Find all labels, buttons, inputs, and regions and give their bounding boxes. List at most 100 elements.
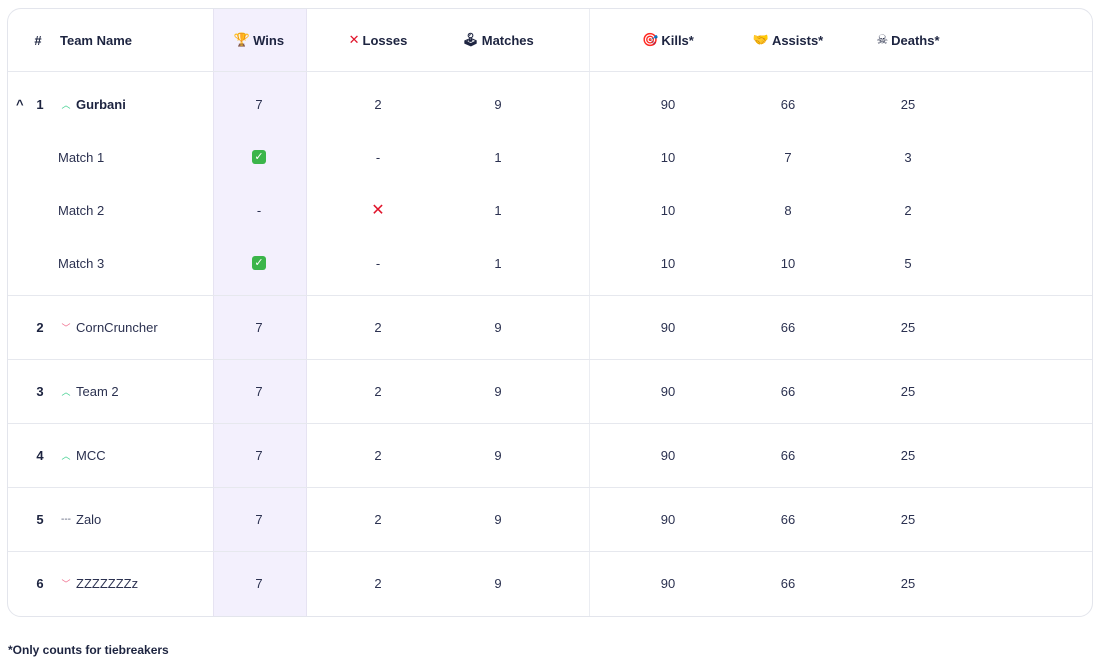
match-wins: ✓ [213, 237, 305, 289]
header-deaths-label: Deaths* [891, 32, 940, 48]
row-deaths: 25 [900, 96, 916, 112]
row-losses: 2 [374, 384, 382, 399]
trend-flat-icon: --- [61, 514, 71, 525]
header-wins[interactable]: 🏆 Wins [213, 9, 305, 71]
trend-down-icon: ﹀ [61, 323, 71, 333]
row-rank: 6 [36, 576, 44, 591]
header-deaths[interactable]: ☠ Deaths* [858, 9, 958, 71]
row-matches: 9 [494, 512, 502, 527]
header-rank: # [34, 32, 42, 48]
handshake-icon: 🤝 [752, 32, 769, 47]
chevron-up-icon[interactable]: ^ [16, 96, 24, 112]
match-matches: 1 [494, 149, 502, 165]
row-rank: 4 [36, 448, 44, 463]
row-kills: 90 [660, 512, 676, 527]
row-team-name[interactable]: ︿ MCC [60, 424, 210, 487]
row-kills: 90 [660, 96, 676, 112]
row-losses: 2 [374, 96, 382, 112]
row-losses: 2 [374, 320, 382, 335]
row-kills: 90 [660, 576, 676, 591]
match-kills: 10 [660, 202, 676, 218]
wins-column-highlight [213, 9, 307, 616]
leaderboard-table: # Team Name 🏆 Wins ✕ Losses 🕹 Matches 🎯 … [7, 8, 1093, 617]
row-rank: 5 [36, 512, 44, 527]
match-matches: 1 [494, 255, 502, 271]
row-deaths: 25 [900, 384, 916, 399]
row-assists: 66 [780, 384, 796, 399]
cross-icon: ✕ [348, 32, 360, 47]
row-team-name[interactable]: --- Zalo [60, 488, 210, 551]
match-row: Match 1 ✓ - 1 10 7 3 [8, 131, 1092, 183]
team-name-label: MCC [76, 448, 106, 463]
row-matches: 9 [494, 448, 502, 463]
row-team-name[interactable]: ︿ Team 2 [60, 360, 210, 423]
row-rank: 3 [36, 384, 44, 399]
table-row[interactable]: 4 ︿ MCC 7 2 9 90 66 25 [8, 424, 1092, 488]
header-kills[interactable]: 🎯 Kills* [618, 9, 718, 71]
team-name-label: ZZZZZZZz [76, 576, 139, 591]
header-wins-label: Wins [253, 32, 285, 48]
row-deaths: 25 [900, 576, 916, 591]
team-name-label: Team 2 [76, 384, 119, 399]
row-losses: 2 [374, 448, 382, 463]
match-row: Match 3 ✓ - 1 10 10 5 [8, 237, 1092, 296]
row-team-name[interactable]: ︿ Gurbani [60, 72, 210, 136]
trend-up-icon: ︿ [61, 99, 71, 110]
table-row[interactable]: 5 --- Zalo 7 2 9 90 66 25 [8, 488, 1092, 552]
team-name-label: CornCruncher [76, 320, 158, 335]
match-assists: 7 [784, 149, 792, 165]
trend-down-icon: ﹀ [61, 579, 71, 589]
row-assists: 66 [780, 448, 796, 463]
table-row[interactable]: 2 ﹀ CornCruncher 7 2 9 90 66 25 [8, 296, 1092, 360]
joystick-icon: 🕹 [462, 32, 479, 47]
row-rank: 1 [36, 96, 44, 112]
row-wins: 7 [255, 96, 263, 112]
match-wins: ✓ [213, 131, 305, 183]
row-wins: 7 [255, 384, 263, 399]
row-team-name[interactable]: ﹀ ZZZZZZZz [60, 552, 210, 615]
table-row-expanded[interactable]: ^ 1 ︿ Gurbani 7 2 9 90 66 25 [8, 72, 1092, 136]
match-row: Match 2 - ✕ 1 10 8 2 [8, 184, 1092, 236]
header-kills-label: Kills* [661, 32, 694, 48]
match-label: Match 2 [58, 202, 105, 218]
match-matches: 1 [494, 202, 502, 218]
header-matches[interactable]: 🕹 Matches [448, 9, 548, 71]
team-name-label: Zalo [76, 512, 102, 527]
row-deaths: 25 [900, 320, 916, 335]
check-icon: ✓ [252, 150, 266, 164]
table-row[interactable]: 6 ﹀ ZZZZZZZz 7 2 9 90 66 25 [8, 552, 1092, 615]
match-losses: - [375, 149, 381, 165]
match-deaths: 3 [904, 149, 912, 165]
row-matches: 9 [494, 576, 502, 591]
row-kills: 90 [660, 448, 676, 463]
match-kills: 10 [660, 255, 676, 271]
match-label: Match 3 [58, 255, 105, 271]
row-matches: 9 [494, 96, 502, 112]
row-team-name[interactable]: ﹀ CornCruncher [60, 296, 210, 359]
row-assists: 66 [780, 96, 796, 112]
match-deaths: 5 [904, 255, 912, 271]
row-losses: 2 [374, 576, 382, 591]
column-divider [589, 9, 590, 616]
match-losses: ✕ [328, 184, 428, 236]
header-losses-label: Losses [362, 32, 408, 48]
row-kills: 90 [660, 384, 676, 399]
table-row[interactable]: 3 ︿ Team 2 7 2 9 90 66 25 [8, 360, 1092, 424]
team-name-label: Gurbani [76, 96, 126, 112]
match-losses: - [375, 255, 381, 271]
row-assists: 66 [780, 320, 796, 335]
match-assists: 8 [784, 202, 792, 218]
row-deaths: 25 [900, 512, 916, 527]
header-losses[interactable]: ✕ Losses [328, 9, 428, 71]
header-matches-label: Matches [481, 32, 534, 48]
trend-up-icon: ︿ [61, 451, 71, 461]
header-team-name[interactable]: Team Name [60, 32, 133, 48]
match-wins: - [256, 202, 262, 218]
footnote: *Only counts for tiebreakers [8, 643, 169, 657]
header-assists[interactable]: 🤝 Assists* [738, 9, 838, 71]
header-assists-label: Assists* [771, 32, 824, 48]
row-wins: 7 [255, 320, 263, 335]
row-deaths: 25 [900, 448, 916, 463]
row-wins: 7 [255, 512, 263, 527]
row-kills: 90 [660, 320, 676, 335]
